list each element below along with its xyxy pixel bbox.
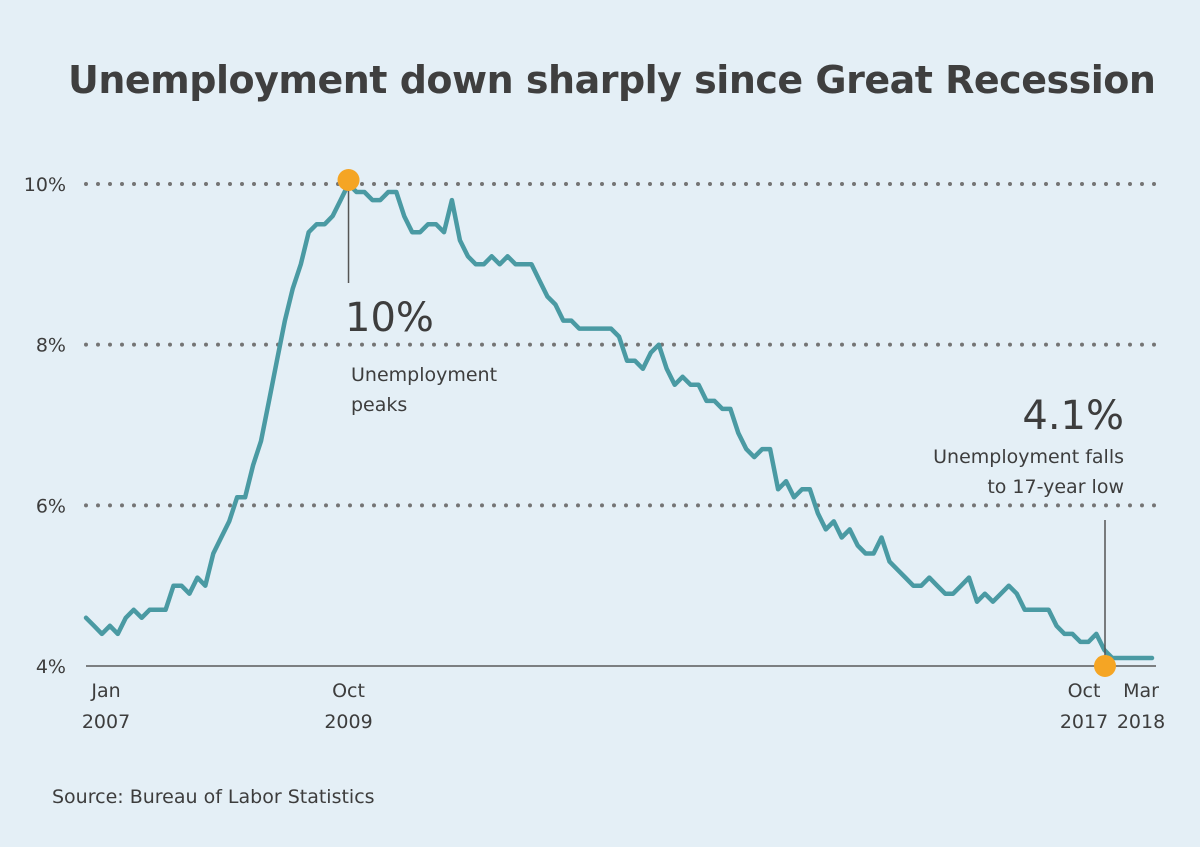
x-tick-year: 2018: [1117, 711, 1165, 733]
annotation-text: to 17-year low: [987, 476, 1124, 498]
x-tick-oct-2009: Oct 2009: [324, 680, 372, 733]
y-tick-label: 10%: [24, 174, 66, 196]
x-tick-jan-2007: Jan 2007: [82, 680, 130, 733]
unemployment-rate-line: [83, 181, 1155, 661]
source-note: Source: Bureau of Labor Statistics: [52, 786, 375, 808]
x-tick-month: Oct: [1068, 680, 1101, 702]
x-tick-month: Mar: [1123, 680, 1159, 702]
peak-marker: [337, 169, 360, 191]
x-tick-year: 2017: [1060, 711, 1108, 733]
annotation-value: 10%: [345, 295, 434, 341]
annotation-text: peaks: [351, 394, 407, 416]
y-tick-label: 8%: [36, 335, 66, 357]
axis-layer: 10% 8% 6% 4% Jan 2007 Oct 2009 Oct 2017 Mar 2018: [24, 174, 1165, 733]
annotation-text: Unemployment falls: [933, 446, 1124, 468]
annotation-value: 4.1%: [1022, 393, 1124, 439]
line-layer: [83, 181, 1155, 661]
annotation-peak: 10% Unemployment peaks: [337, 169, 497, 416]
annotation-layer: 10% Unemployment peaks 4.1% Unemployment fal…: [337, 169, 1124, 677]
x-tick-oct-2017: Oct 2017: [1060, 680, 1108, 733]
x-tick-month: Jan: [90, 680, 120, 702]
x-tick-mar-2018: Mar 2018: [1117, 680, 1165, 733]
annotation-low: 4.1% Unemployment falls to 17-year low: [933, 393, 1124, 677]
x-tick-year: 2009: [324, 711, 372, 733]
grid-layer: [84, 182, 1158, 667]
chart-title: Unemployment down sharply since Great Re…: [68, 58, 1156, 102]
y-tick-label: 6%: [36, 495, 66, 517]
low-marker: [1094, 654, 1116, 677]
x-tick-year: 2007: [82, 711, 130, 733]
x-tick-month: Oct: [332, 680, 365, 702]
y-tick-label: 4%: [36, 656, 66, 678]
annotation-text: Unemployment: [351, 364, 497, 386]
